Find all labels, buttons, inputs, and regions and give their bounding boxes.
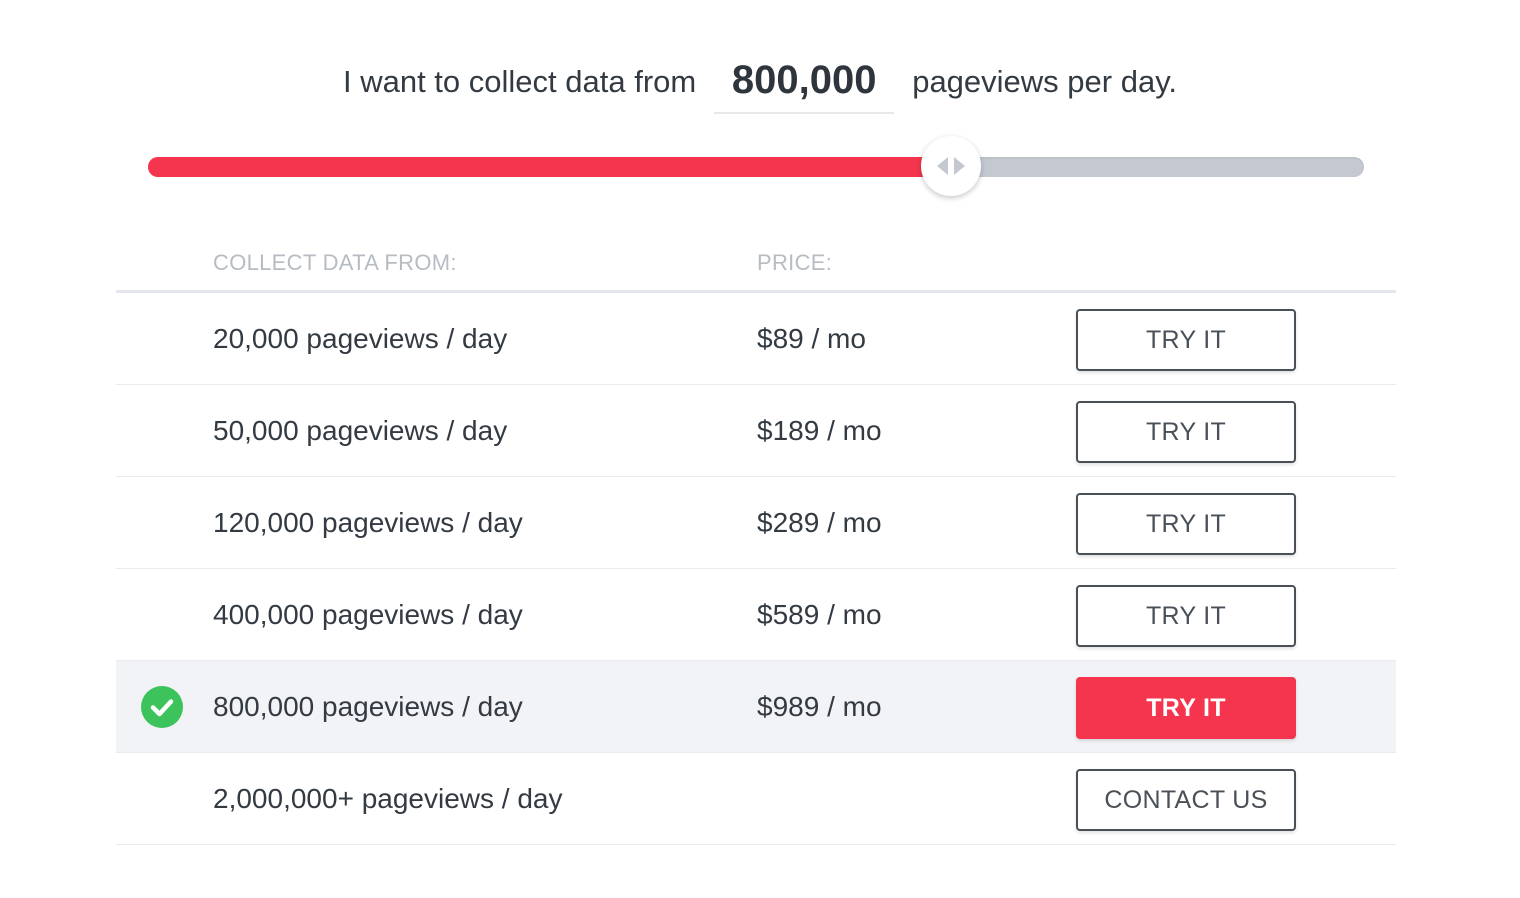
try-it-button-selected[interactable]: TRY IT bbox=[1076, 677, 1296, 739]
table-row: 2,000,000+ pageviews / day CONTACT US bbox=[116, 753, 1396, 845]
row-pageviews: 2,000,000+ pageviews / day bbox=[213, 783, 563, 814]
table-row: 20,000 pageviews / day $89 / mo TRY IT bbox=[116, 293, 1396, 385]
row-pageviews: 20,000 pageviews / day bbox=[213, 323, 508, 354]
row-pageviews: 400,000 pageviews / day bbox=[213, 599, 523, 630]
table-row-selected: 800,000 pageviews / day $989 / mo TRY IT bbox=[116, 661, 1396, 753]
try-it-button[interactable]: TRY IT bbox=[1076, 401, 1296, 463]
slider-track[interactable] bbox=[148, 157, 1364, 177]
row-price: $289 / mo bbox=[757, 507, 882, 538]
try-it-button[interactable]: TRY IT bbox=[1076, 585, 1296, 647]
row-pageviews: 800,000 pageviews / day bbox=[213, 691, 523, 722]
sentence-suffix: pageviews per day. bbox=[912, 64, 1178, 99]
pageviews-slider[interactable] bbox=[148, 136, 1364, 198]
row-pageviews: 120,000 pageviews / day bbox=[213, 507, 523, 538]
pricing-table: COLLECT DATA FROM: PRICE: 20,000 pagevie… bbox=[116, 236, 1396, 845]
try-it-button[interactable]: TRY IT bbox=[1076, 493, 1296, 555]
pageviews-input[interactable] bbox=[714, 54, 895, 114]
pageview-sentence: I want to collect data from pageviews pe… bbox=[0, 48, 1520, 114]
row-price: $89 / mo bbox=[757, 323, 866, 354]
row-price: $189 / mo bbox=[757, 415, 882, 446]
row-price: $989 / mo bbox=[757, 691, 882, 722]
row-price: $589 / mo bbox=[757, 599, 882, 630]
slider-fill bbox=[148, 157, 951, 177]
sentence-prefix: I want to collect data from bbox=[342, 64, 697, 99]
slider-handle[interactable] bbox=[920, 136, 981, 196]
header-collect-data-from: COLLECT DATA FROM: bbox=[213, 250, 457, 275]
left-right-arrows-icon bbox=[936, 157, 965, 175]
try-it-button[interactable]: TRY IT bbox=[1076, 309, 1296, 371]
table-row: 400,000 pageviews / day $589 / mo TRY IT bbox=[116, 569, 1396, 661]
table-row: 50,000 pageviews / day $189 / mo TRY IT bbox=[116, 385, 1396, 477]
table-row: 120,000 pageviews / day $289 / mo TRY IT bbox=[116, 477, 1396, 569]
table-header: COLLECT DATA FROM: PRICE: bbox=[116, 236, 1396, 293]
contact-us-button[interactable]: CONTACT US bbox=[1076, 769, 1296, 831]
header-price: PRICE: bbox=[757, 250, 833, 275]
row-pageviews: 50,000 pageviews / day bbox=[213, 415, 508, 446]
check-circle-icon bbox=[141, 686, 183, 728]
